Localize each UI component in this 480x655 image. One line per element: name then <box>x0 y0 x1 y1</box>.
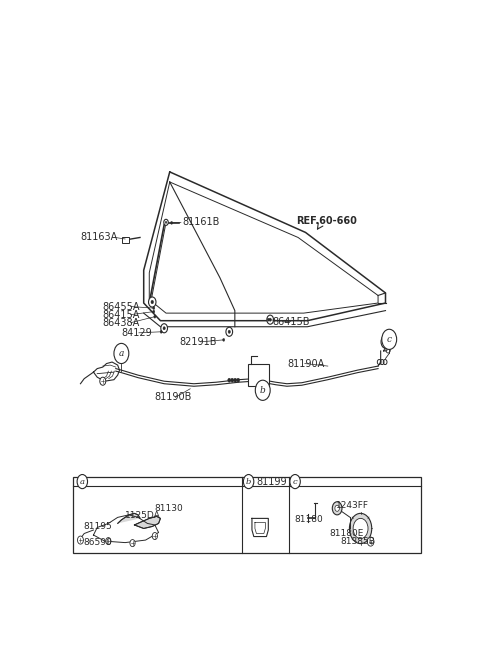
Circle shape <box>114 343 129 364</box>
Circle shape <box>255 380 270 400</box>
Circle shape <box>161 324 168 333</box>
Text: 82191B: 82191B <box>179 337 216 347</box>
Text: 81199: 81199 <box>256 477 287 487</box>
Text: 86438A: 86438A <box>103 318 140 328</box>
Polygon shape <box>134 516 160 529</box>
Text: 84129: 84129 <box>121 328 152 338</box>
Circle shape <box>151 300 154 304</box>
Circle shape <box>349 514 372 544</box>
Text: c: c <box>293 477 298 485</box>
Circle shape <box>100 377 106 385</box>
Bar <box>122 238 129 242</box>
Circle shape <box>231 378 234 383</box>
Circle shape <box>154 315 156 318</box>
Circle shape <box>164 219 168 225</box>
Circle shape <box>223 339 225 341</box>
Text: c: c <box>387 335 392 344</box>
Circle shape <box>152 533 157 540</box>
Circle shape <box>77 536 84 544</box>
Text: 86590: 86590 <box>83 538 112 547</box>
Circle shape <box>160 330 162 333</box>
Circle shape <box>290 474 300 489</box>
Circle shape <box>269 318 271 321</box>
Circle shape <box>148 297 156 307</box>
Circle shape <box>228 330 230 333</box>
Text: 86455A: 86455A <box>103 301 140 312</box>
Text: 81161B: 81161B <box>183 217 220 227</box>
Circle shape <box>226 328 233 336</box>
Text: 86415B: 86415B <box>272 317 310 327</box>
Text: 81180: 81180 <box>294 515 323 525</box>
Circle shape <box>332 502 342 515</box>
Text: 1125DA: 1125DA <box>125 511 161 520</box>
Circle shape <box>267 318 269 321</box>
Circle shape <box>237 378 240 383</box>
Circle shape <box>234 378 237 383</box>
Text: 81190B: 81190B <box>155 392 192 402</box>
Text: 81195: 81195 <box>83 522 112 531</box>
Text: b: b <box>246 477 252 485</box>
Circle shape <box>382 329 396 349</box>
Circle shape <box>77 474 87 489</box>
Circle shape <box>367 537 374 546</box>
Circle shape <box>243 474 254 489</box>
Bar <box>248 364 269 386</box>
Text: a: a <box>80 477 85 485</box>
Circle shape <box>106 538 111 544</box>
Text: 1243FF: 1243FF <box>336 501 369 510</box>
Circle shape <box>335 505 339 512</box>
Text: 81190A: 81190A <box>287 358 324 369</box>
Text: 86415A: 86415A <box>103 310 140 320</box>
Circle shape <box>153 310 155 313</box>
Circle shape <box>130 540 135 547</box>
Text: 81180E: 81180E <box>330 529 364 538</box>
Text: a: a <box>119 349 124 358</box>
Bar <box>73 477 421 553</box>
Text: 81163A: 81163A <box>81 233 118 242</box>
Text: REF.60-660: REF.60-660 <box>296 216 357 226</box>
Circle shape <box>267 315 274 324</box>
Circle shape <box>163 327 165 330</box>
Text: 81130: 81130 <box>155 504 184 513</box>
Polygon shape <box>118 514 140 523</box>
Text: 81385B: 81385B <box>341 537 376 546</box>
Circle shape <box>228 378 231 383</box>
Circle shape <box>170 221 173 225</box>
Circle shape <box>165 221 167 223</box>
Text: b: b <box>260 386 265 395</box>
Circle shape <box>353 518 368 538</box>
Circle shape <box>153 307 155 310</box>
